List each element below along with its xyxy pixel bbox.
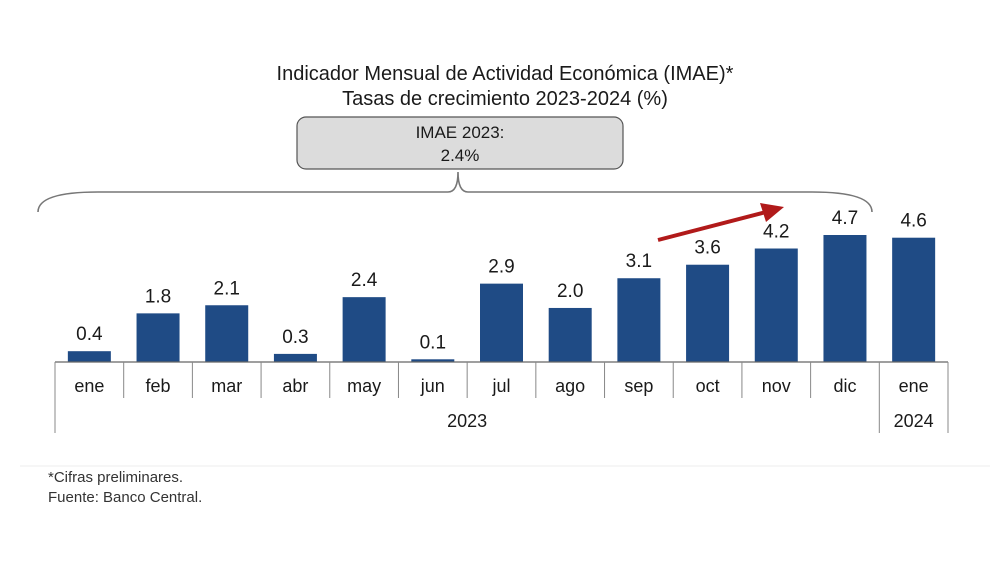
annotation-line1: IMAE 2023: [416,123,505,142]
value-label-2: 2.1 [214,278,240,299]
bar-6 [480,283,523,362]
trend-arrow [657,203,784,242]
bar-0 [67,351,111,362]
value-label-10: 4.2 [763,222,789,243]
value-labels-group: 0.4 1.8 2.1 0.3 2.4 0.1 2.9 2.0 3.1 3.6 4.2 4.7 4.6 [76,208,927,353]
category-label-5: jun [420,376,445,396]
category-label-4: may [347,376,381,396]
annotation-brace [37,171,873,213]
footnote-preliminary: *Cifras preliminares. [48,469,184,486]
bar-7 [548,307,592,362]
category-label-10: nov [762,376,791,396]
year-label-0: 2023 [447,411,487,431]
value-label-11: 4.7 [832,208,858,229]
x-axis-group: ene feb mar abr may jun jul ago sep oct nov dic ene 2… [54,361,949,433]
bar-8 [617,278,661,362]
value-label-8: 3.1 [626,251,652,272]
category-label-6: jul [491,376,510,396]
value-label-5: 0.1 [420,332,446,353]
bar-10 [754,248,798,362]
bar-4 [342,297,386,362]
value-label-0: 0.4 [76,324,103,345]
annotation-line2: 2.4% [441,146,480,165]
chart-title: Indicador Mensual de Actividad Económica… [277,63,734,85]
category-label-3: abr [282,376,308,396]
value-label-1: 1.8 [145,286,171,307]
bar-9 [686,264,730,362]
value-label-3: 0.3 [282,327,308,348]
category-label-0: ene [74,376,104,396]
value-label-6: 2.9 [488,257,514,278]
value-label-12: 4.6 [900,211,926,232]
category-label-7: ago [555,376,585,396]
category-label-9: oct [696,376,720,396]
year-label-1: 2024 [894,411,934,431]
bar-1 [136,313,180,362]
category-label-2: mar [211,376,242,396]
trend-arrow-head [760,203,784,222]
bars-group [67,235,936,362]
chart-subtitle: Tasas de crecimiento 2023-2024 (%) [342,88,668,110]
bar-5 [411,359,455,362]
annotation-box [296,116,624,170]
category-label-1: feb [146,376,171,396]
trend-arrow-line [657,210,767,242]
value-label-7: 2.0 [557,281,583,302]
footnote-source: Fuente: Banco Central. [48,489,203,506]
value-label-9: 3.6 [694,238,720,259]
category-label-12: ene [899,376,929,396]
category-label-11: dic [833,376,856,396]
bar-3 [273,353,317,362]
value-label-4: 2.4 [351,270,378,291]
bar-11 [823,235,867,362]
bar-2 [205,305,249,362]
bar-12 [892,237,936,362]
category-label-8: sep [624,376,653,396]
